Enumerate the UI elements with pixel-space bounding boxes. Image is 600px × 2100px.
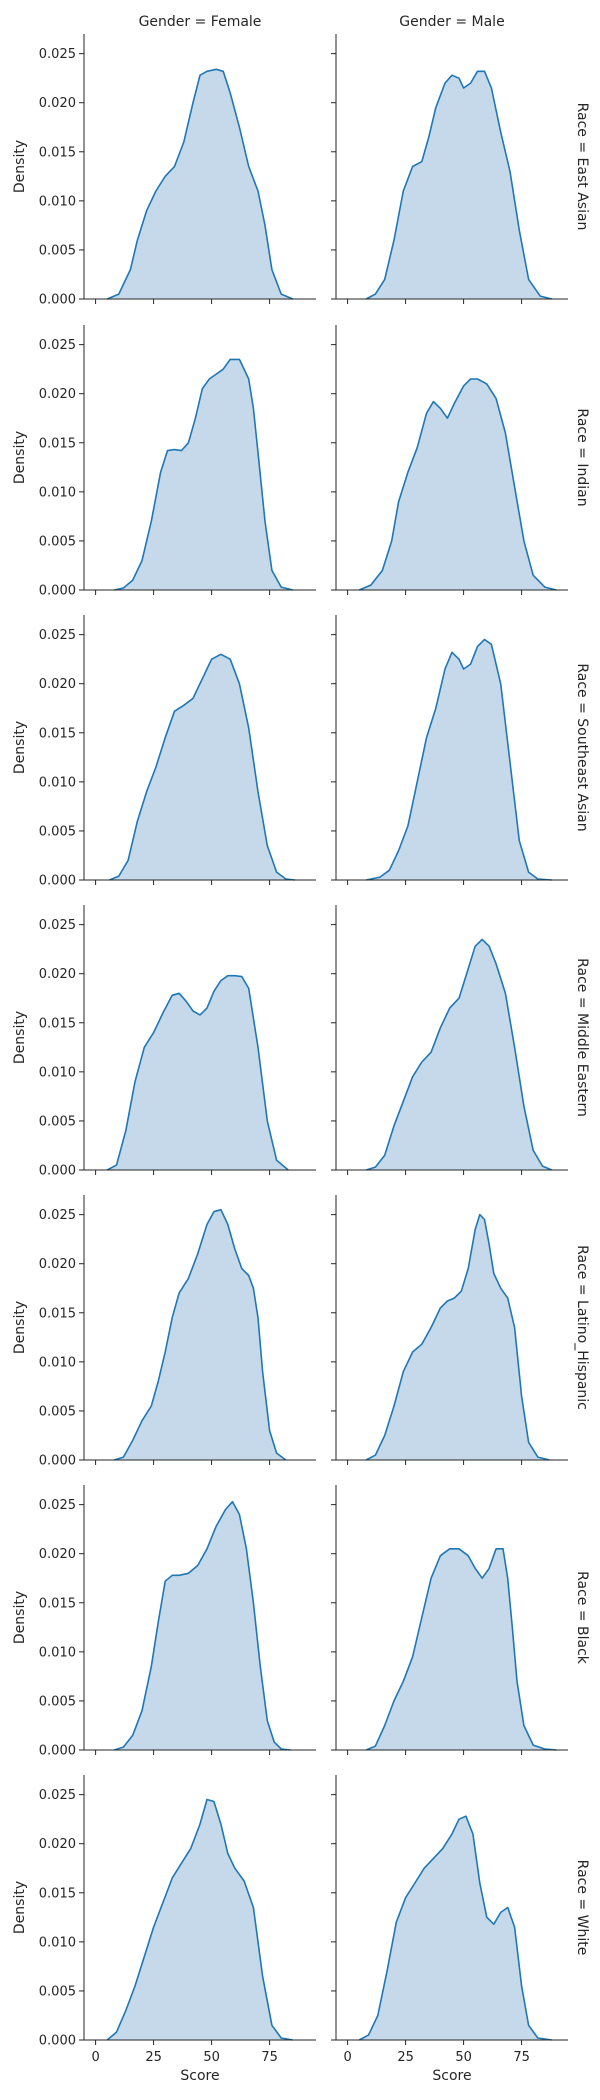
y-axis-label: Density — [12, 1591, 28, 1644]
y-tick-label: 0.010 — [39, 1935, 76, 1950]
y-tick-label: 0.010 — [39, 1355, 76, 1370]
y-tick-label: 0.020 — [39, 387, 76, 402]
density-area — [107, 69, 293, 299]
density-area — [366, 1214, 550, 1460]
density-line — [365, 1548, 557, 1751]
y-tick-label: 0.005 — [39, 1114, 76, 1129]
y-tick-label: 0.015 — [39, 1886, 76, 1901]
y-tick-label: 0.005 — [39, 1694, 76, 1709]
y-tick-label: 0.025 — [39, 47, 76, 62]
y-axis-label: Density — [12, 721, 28, 774]
x-tick-label: 0 — [91, 2050, 99, 2065]
y-tick-label: 0.000 — [39, 293, 76, 308]
y-tick-label: 0.005 — [39, 824, 76, 839]
density-line — [114, 358, 293, 591]
y-tick-label: 0.020 — [39, 1257, 76, 1272]
row-title: Race = East Asian — [574, 103, 590, 231]
density-area — [366, 71, 552, 299]
density-area — [107, 975, 289, 1170]
density-area — [114, 1209, 286, 1460]
row-title: Race = Middle Eastern — [574, 958, 590, 1117]
x-tick-label: 25 — [145, 2050, 162, 2065]
y-tick-label: 0.015 — [39, 1016, 76, 1031]
density-line — [109, 653, 296, 881]
y-tick-label: 0.010 — [39, 194, 76, 209]
density-area — [366, 639, 552, 880]
density-line — [358, 1815, 552, 2041]
density-line — [366, 638, 552, 881]
row-title: Race = Latino_Hispanic — [574, 1245, 590, 1410]
x-axis-label: Score — [432, 2068, 471, 2084]
y-tick-label: 0.005 — [39, 243, 76, 258]
x-tick-label: 0 — [343, 2050, 351, 2065]
density-line — [365, 938, 553, 1171]
y-tick-label: 0.010 — [39, 1065, 76, 1080]
y-tick-label: 0.020 — [39, 96, 76, 111]
y-tick-label: 0.020 — [39, 1547, 76, 1562]
density-line — [106, 974, 289, 1171]
y-tick-label: 0.010 — [39, 1645, 76, 1660]
y-axis-label: Density — [12, 140, 28, 193]
y-tick-label: 0.010 — [39, 775, 76, 790]
y-tick-label: 0.015 — [39, 726, 76, 741]
row-title: Race = Southeast Asian — [574, 663, 590, 831]
row-title: Race = Indian — [574, 408, 590, 506]
y-tick-label: 0.000 — [39, 874, 76, 889]
x-tick-label: 25 — [397, 2050, 414, 2065]
y-tick-label: 0.020 — [39, 967, 76, 982]
y-tick-label: 0.015 — [39, 436, 76, 451]
y-tick-label: 0.005 — [39, 534, 76, 549]
y-tick-label: 0.010 — [39, 485, 76, 500]
y-tick-label: 0.020 — [39, 677, 76, 692]
column-title: Gender = Female — [139, 14, 262, 30]
y-tick-label: 0.015 — [39, 1306, 76, 1321]
density-area — [359, 1816, 552, 2040]
y-tick-label: 0.025 — [39, 338, 76, 353]
density-area — [114, 359, 293, 590]
density-line — [106, 1798, 293, 2041]
density-area — [114, 1501, 291, 1750]
y-tick-label: 0.005 — [39, 1404, 76, 1419]
y-tick-label: 0.005 — [39, 1984, 76, 1999]
density-line — [113, 1208, 287, 1461]
y-tick-label: 0.020 — [39, 1837, 76, 1852]
density-line — [106, 68, 294, 300]
x-axis-label: Score — [180, 2068, 219, 2084]
x-tick-label: 75 — [513, 2050, 530, 2065]
y-tick-label: 0.000 — [39, 1164, 76, 1179]
y-tick-label: 0.025 — [39, 1498, 76, 1513]
density-area — [107, 1799, 293, 2040]
density-area — [109, 654, 296, 880]
y-tick-label: 0.025 — [39, 628, 76, 643]
x-tick-label: 75 — [261, 2050, 278, 2065]
density-area — [366, 939, 552, 1170]
x-tick-label: 50 — [203, 2050, 220, 2065]
y-axis-label: Density — [12, 1301, 28, 1354]
row-title: Race = White — [574, 1860, 590, 1956]
density-line — [358, 378, 557, 591]
density-line — [365, 1213, 550, 1461]
y-axis-label: Density — [12, 431, 28, 484]
x-tick-label: 50 — [455, 2050, 472, 2065]
y-tick-label: 0.015 — [39, 145, 76, 160]
density-area — [366, 1548, 557, 1750]
y-tick-label: 0.000 — [39, 1744, 76, 1759]
row-title: Race = Black — [574, 1571, 590, 1665]
y-axis-label: Density — [12, 1011, 28, 1064]
y-tick-label: 0.025 — [39, 918, 76, 933]
y-axis-label: Density — [12, 1881, 28, 1934]
density-line — [365, 70, 552, 300]
y-tick-label: 0.000 — [39, 1454, 76, 1469]
density-area — [359, 379, 557, 590]
y-tick-label: 0.025 — [39, 1208, 76, 1223]
y-tick-label: 0.000 — [39, 2034, 76, 2049]
column-title: Gender = Male — [399, 14, 504, 30]
density-line — [113, 1500, 291, 1751]
y-tick-label: 0.025 — [39, 1788, 76, 1803]
y-tick-label: 0.015 — [39, 1596, 76, 1611]
y-tick-label: 0.000 — [39, 584, 76, 599]
